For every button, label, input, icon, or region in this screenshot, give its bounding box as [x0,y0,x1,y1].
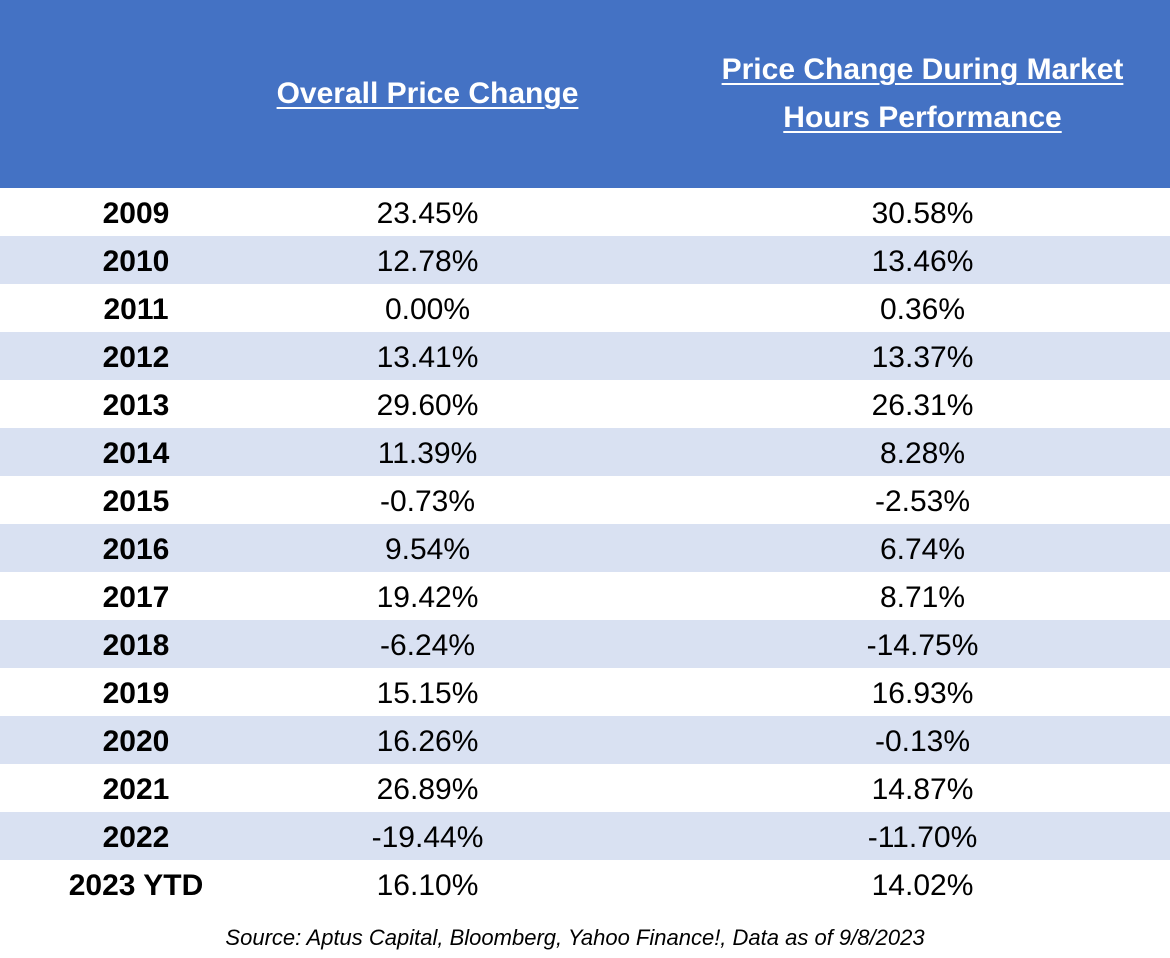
overall-price-change-cell: 16.10% [376,869,479,902]
table-row: 2016 9.54% 6.74% [0,524,1170,572]
year-cell: 2019 [102,677,170,710]
year-cell: 2016 [102,533,170,566]
table-row: 2009 23.45% 30.58% [0,188,1170,236]
table-row: 2014 11.39% 8.28% [0,428,1170,476]
table-header: Overall Price Change Price Change During… [0,0,1170,188]
overall-price-change-cell: 0.00% [384,293,471,326]
overall-price-change-cell: 23.45% [376,197,479,230]
table-row: 2017 19.42% 8.71% [0,572,1170,620]
year-cell: 2023 YTD [68,869,204,902]
table-row: 2010 12.78% 13.46% [0,236,1170,284]
year-cell: 2022 [102,821,170,854]
overall-price-change-cell: 19.42% [376,581,479,614]
header-overall-price-change: Overall Price Change [200,0,655,188]
year-cell: 2015 [102,485,170,518]
market-hours-change-cell: 8.71% [879,581,966,614]
market-hours-change-cell: 26.31% [871,389,974,422]
year-cell: 2018 [102,629,170,662]
source-note: Source: Aptus Capital, Bloomberg, Yahoo … [225,925,925,950]
year-cell: 2009 [102,197,170,230]
market-hours-change-cell: -2.53% [874,485,971,518]
table-row: 2013 29.60% 26.31% [0,380,1170,428]
market-hours-change-cell: 13.46% [871,245,974,278]
header-market-hours-performance: Price Change During Market Hours Perform… [655,0,1170,188]
market-hours-change-cell: 6.74% [879,533,966,566]
overall-price-change-cell: 16.26% [376,725,479,758]
market-hours-change-cell: -14.75% [866,629,979,662]
overall-price-change-cell: 29.60% [376,389,479,422]
market-hours-change-cell: 0.36% [879,293,966,326]
market-hours-change-cell: 14.02% [871,869,974,902]
year-cell: 2021 [102,773,170,806]
year-cell: 2010 [102,245,170,278]
table-row: 2011 0.00% 0.36% [0,284,1170,332]
header-market-label: Price Change During Market Hours Perform… [721,53,1124,134]
table-row: 2023 YTD 16.10% 14.02% [0,860,1170,908]
overall-price-change-cell: 11.39% [377,437,478,470]
year-cell: 2011 [103,293,169,326]
year-cell: 2014 [102,437,170,470]
overall-price-change-cell: 9.54% [384,533,471,566]
table-row: 2015 -0.73% -2.53% [0,476,1170,524]
table-row: 2019 15.15% 16.93% [0,668,1170,716]
market-hours-change-cell: 13.37% [871,341,974,374]
year-cell: 2020 [102,725,170,758]
overall-price-change-cell: -19.44% [371,821,484,854]
table-row: 2012 13.41% 13.37% [0,332,1170,380]
year-cell: 2012 [102,341,170,374]
market-hours-change-cell: 14.87% [871,773,974,806]
header-year [0,0,200,188]
header-overall-label: Overall Price Change [276,77,579,110]
overall-price-change-cell: 12.78% [376,245,479,278]
year-cell: 2017 [102,581,170,614]
overall-price-change-cell: -0.73% [379,485,476,518]
overall-price-change-cell: 15.15% [376,677,479,710]
market-hours-change-cell: 8.28% [879,437,966,470]
market-hours-change-cell: 16.93% [871,677,974,710]
year-cell: 2013 [102,389,170,422]
overall-price-change-cell: -6.24% [379,629,476,662]
overall-price-change-cell: 13.41% [376,341,479,374]
table-row: 2020 16.26% -0.13% [0,716,1170,764]
table-row: 2021 26.89% 14.87% [0,764,1170,812]
market-hours-change-cell: -0.13% [874,725,971,758]
market-hours-change-cell: -11.70% [867,821,978,854]
table-row: 2022 -19.44% -11.70% [0,812,1170,860]
overall-price-change-cell: 26.89% [376,773,479,806]
market-hours-change-cell: 30.58% [871,197,974,230]
table-body: 2009 23.45% 30.58% 2010 12.78% 13.46% 2011 0.00… [0,188,1170,908]
table-row: 2018 -6.24% -14.75% [0,620,1170,668]
